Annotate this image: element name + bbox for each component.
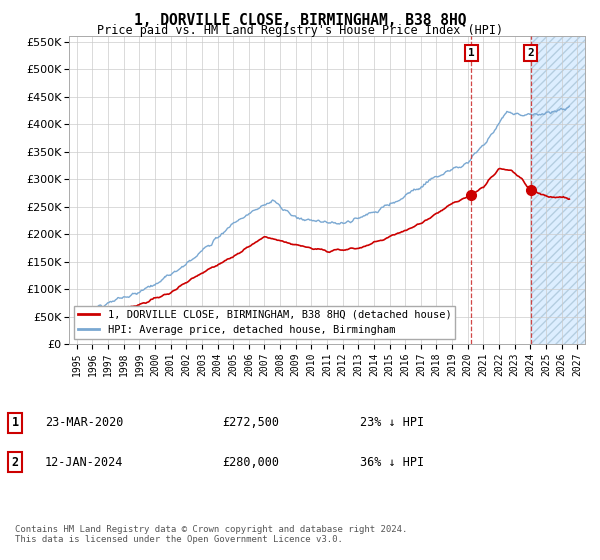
Text: 1: 1: [11, 416, 19, 430]
Legend: 1, DORVILLE CLOSE, BIRMINGHAM, B38 8HQ (detached house), HPI: Average price, det: 1, DORVILLE CLOSE, BIRMINGHAM, B38 8HQ (…: [74, 306, 455, 339]
Text: 1: 1: [468, 48, 475, 58]
Text: 12-JAN-2024: 12-JAN-2024: [45, 455, 124, 469]
Text: Price paid vs. HM Land Registry's House Price Index (HPI): Price paid vs. HM Land Registry's House …: [97, 24, 503, 37]
Text: £272,500: £272,500: [222, 416, 279, 430]
Bar: [531, 36, 585, 344]
Bar: [531, 36, 585, 344]
Text: 23-MAR-2020: 23-MAR-2020: [45, 416, 124, 430]
Text: Contains HM Land Registry data © Crown copyright and database right 2024.
This d: Contains HM Land Registry data © Crown c…: [15, 525, 407, 544]
Text: 23% ↓ HPI: 23% ↓ HPI: [360, 416, 424, 430]
Text: 2: 2: [527, 48, 534, 58]
Text: 36% ↓ HPI: 36% ↓ HPI: [360, 455, 424, 469]
Text: 2: 2: [11, 455, 19, 469]
Text: £280,000: £280,000: [222, 455, 279, 469]
Text: 1, DORVILLE CLOSE, BIRMINGHAM, B38 8HQ: 1, DORVILLE CLOSE, BIRMINGHAM, B38 8HQ: [134, 13, 466, 28]
